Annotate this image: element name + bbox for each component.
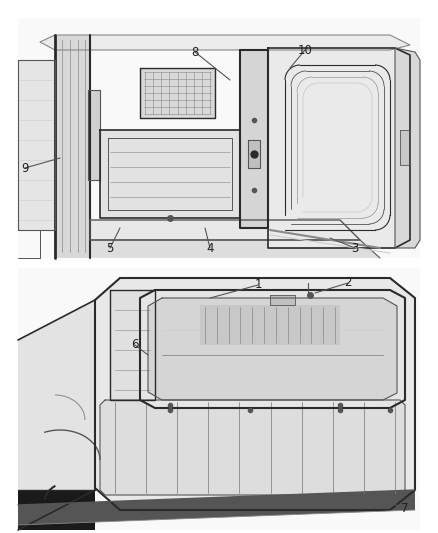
Polygon shape xyxy=(248,140,260,168)
Polygon shape xyxy=(395,48,420,248)
Text: 3: 3 xyxy=(351,241,359,254)
Polygon shape xyxy=(18,18,420,258)
Polygon shape xyxy=(90,220,360,240)
Text: 9: 9 xyxy=(21,161,29,174)
Polygon shape xyxy=(268,48,410,248)
Polygon shape xyxy=(90,240,380,258)
Text: 2: 2 xyxy=(344,277,352,289)
Polygon shape xyxy=(18,490,415,525)
Polygon shape xyxy=(18,60,55,230)
Polygon shape xyxy=(200,305,340,345)
Text: 7: 7 xyxy=(401,502,409,514)
Polygon shape xyxy=(270,295,295,305)
Text: 10: 10 xyxy=(297,44,312,56)
Polygon shape xyxy=(240,50,268,228)
Polygon shape xyxy=(18,268,420,530)
Polygon shape xyxy=(100,400,405,495)
Polygon shape xyxy=(55,35,90,258)
Polygon shape xyxy=(95,278,415,510)
Polygon shape xyxy=(140,290,405,408)
Polygon shape xyxy=(400,130,410,165)
Polygon shape xyxy=(140,68,215,118)
Text: 6: 6 xyxy=(131,338,139,351)
Polygon shape xyxy=(18,490,95,530)
Polygon shape xyxy=(100,130,240,218)
Polygon shape xyxy=(18,300,95,530)
Text: 4: 4 xyxy=(206,241,214,254)
Polygon shape xyxy=(110,290,155,400)
Text: 5: 5 xyxy=(106,241,114,254)
Polygon shape xyxy=(88,90,100,180)
Text: 1: 1 xyxy=(254,279,262,292)
Text: 8: 8 xyxy=(191,45,199,59)
Polygon shape xyxy=(40,35,410,50)
Polygon shape xyxy=(148,298,397,400)
